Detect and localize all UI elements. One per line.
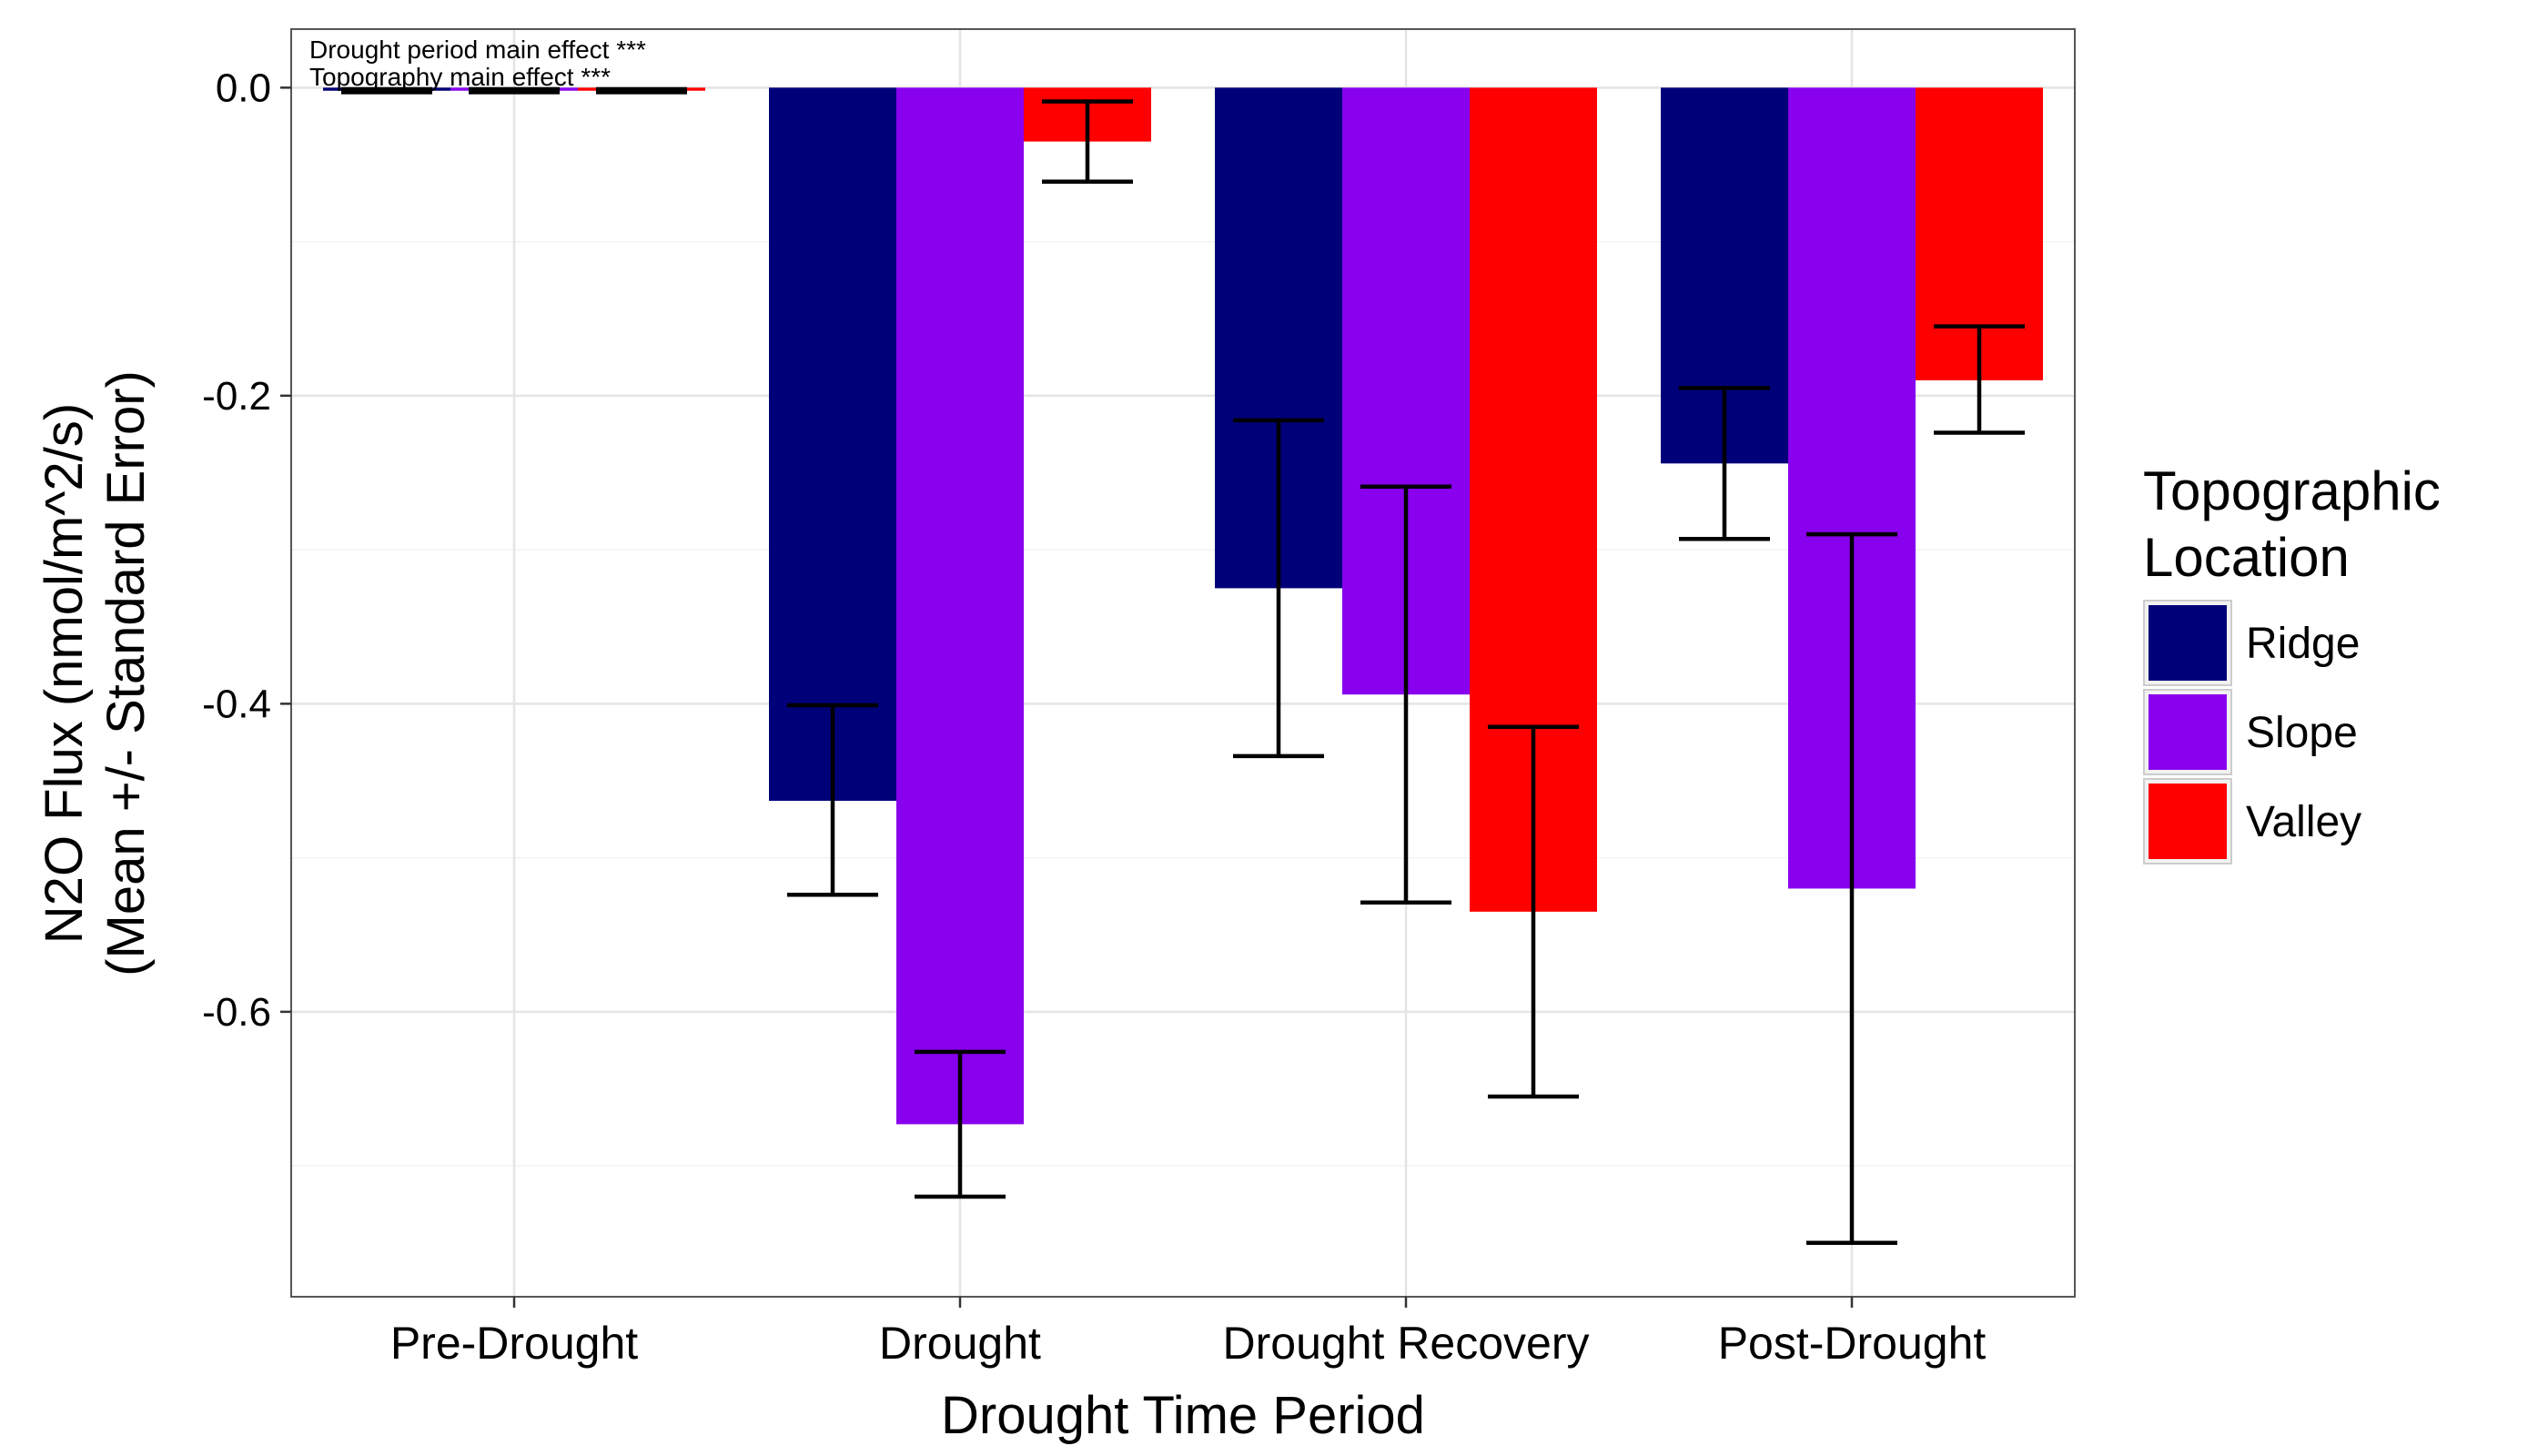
- legend-label: Valley: [2246, 798, 2361, 846]
- error-bar-ridge: [341, 86, 432, 95]
- error-bar-ridge: [787, 703, 878, 897]
- legend-title-line1: Topographic: [2143, 460, 2441, 521]
- legend-swatch: [2149, 605, 2227, 681]
- x-tick-label: Drought Recovery: [1223, 1318, 1590, 1369]
- error-bar-slope: [469, 86, 560, 95]
- legend-label: Ridge: [2246, 620, 2360, 668]
- error-bar-valley: [1934, 324, 2025, 435]
- error-bar-valley: [596, 86, 687, 95]
- error-bar-ridge: [1679, 386, 1770, 541]
- plot-panel-border: [290, 28, 2076, 1298]
- y-tick-label: 0.0: [216, 66, 271, 110]
- legend-item-slope: Slope: [2143, 689, 2358, 775]
- x-tick-label: Pre-Drought: [390, 1318, 638, 1369]
- error-bar-slope: [1806, 531, 1897, 1246]
- error-bar-slope: [1360, 484, 1451, 905]
- bar-slope: [896, 87, 1024, 1125]
- x-tick-label: Post-Drought: [1718, 1318, 1987, 1369]
- error-bar-ridge: [1233, 418, 1324, 759]
- legend-swatch: [2149, 694, 2227, 770]
- x-axis-title: Drought Time Period: [941, 1386, 1425, 1445]
- legend: Topographic Location Ridge Slope Valley: [2143, 460, 2441, 864]
- annotations: Drought period main effect ***Topography…: [309, 35, 646, 91]
- annotation-text: Drought period main effect ***: [309, 35, 646, 64]
- y-tick-label: -0.4: [202, 682, 271, 726]
- bar-ridge: [769, 87, 896, 801]
- error-bar-valley: [1488, 724, 1579, 1099]
- y-axis-title-line2: (Mean +/- Standard Error): [96, 370, 156, 976]
- annotation-text: Topography main effect ***: [309, 63, 611, 91]
- y-axis-title-line1: N2O Flux (nmol/m^2/s): [35, 403, 94, 944]
- error-bar-slope: [915, 1049, 1006, 1199]
- error-bar-valley: [1042, 99, 1133, 184]
- error-bars: [341, 86, 2025, 1246]
- y-tick-label: -0.2: [202, 374, 271, 419]
- legend-title-line2: Location: [2143, 527, 2350, 588]
- bars: [323, 87, 2043, 1125]
- y-tick-label: -0.6: [202, 990, 271, 1035]
- y-axis: 0.0 -0.2 -0.4 -0.6: [202, 66, 291, 1035]
- legend-keys: Ridge Slope Valley: [2143, 600, 2361, 864]
- legend-item-ridge: Ridge: [2143, 600, 2360, 686]
- x-axis: Pre-Drought Drought Drought Recovery Post-D…: [390, 1297, 1987, 1369]
- x-tick-label: Drought: [879, 1318, 1041, 1369]
- legend-label: Slope: [2246, 709, 2358, 757]
- legend-item-valley: Valley: [2143, 778, 2361, 864]
- legend-swatch: [2149, 784, 2227, 859]
